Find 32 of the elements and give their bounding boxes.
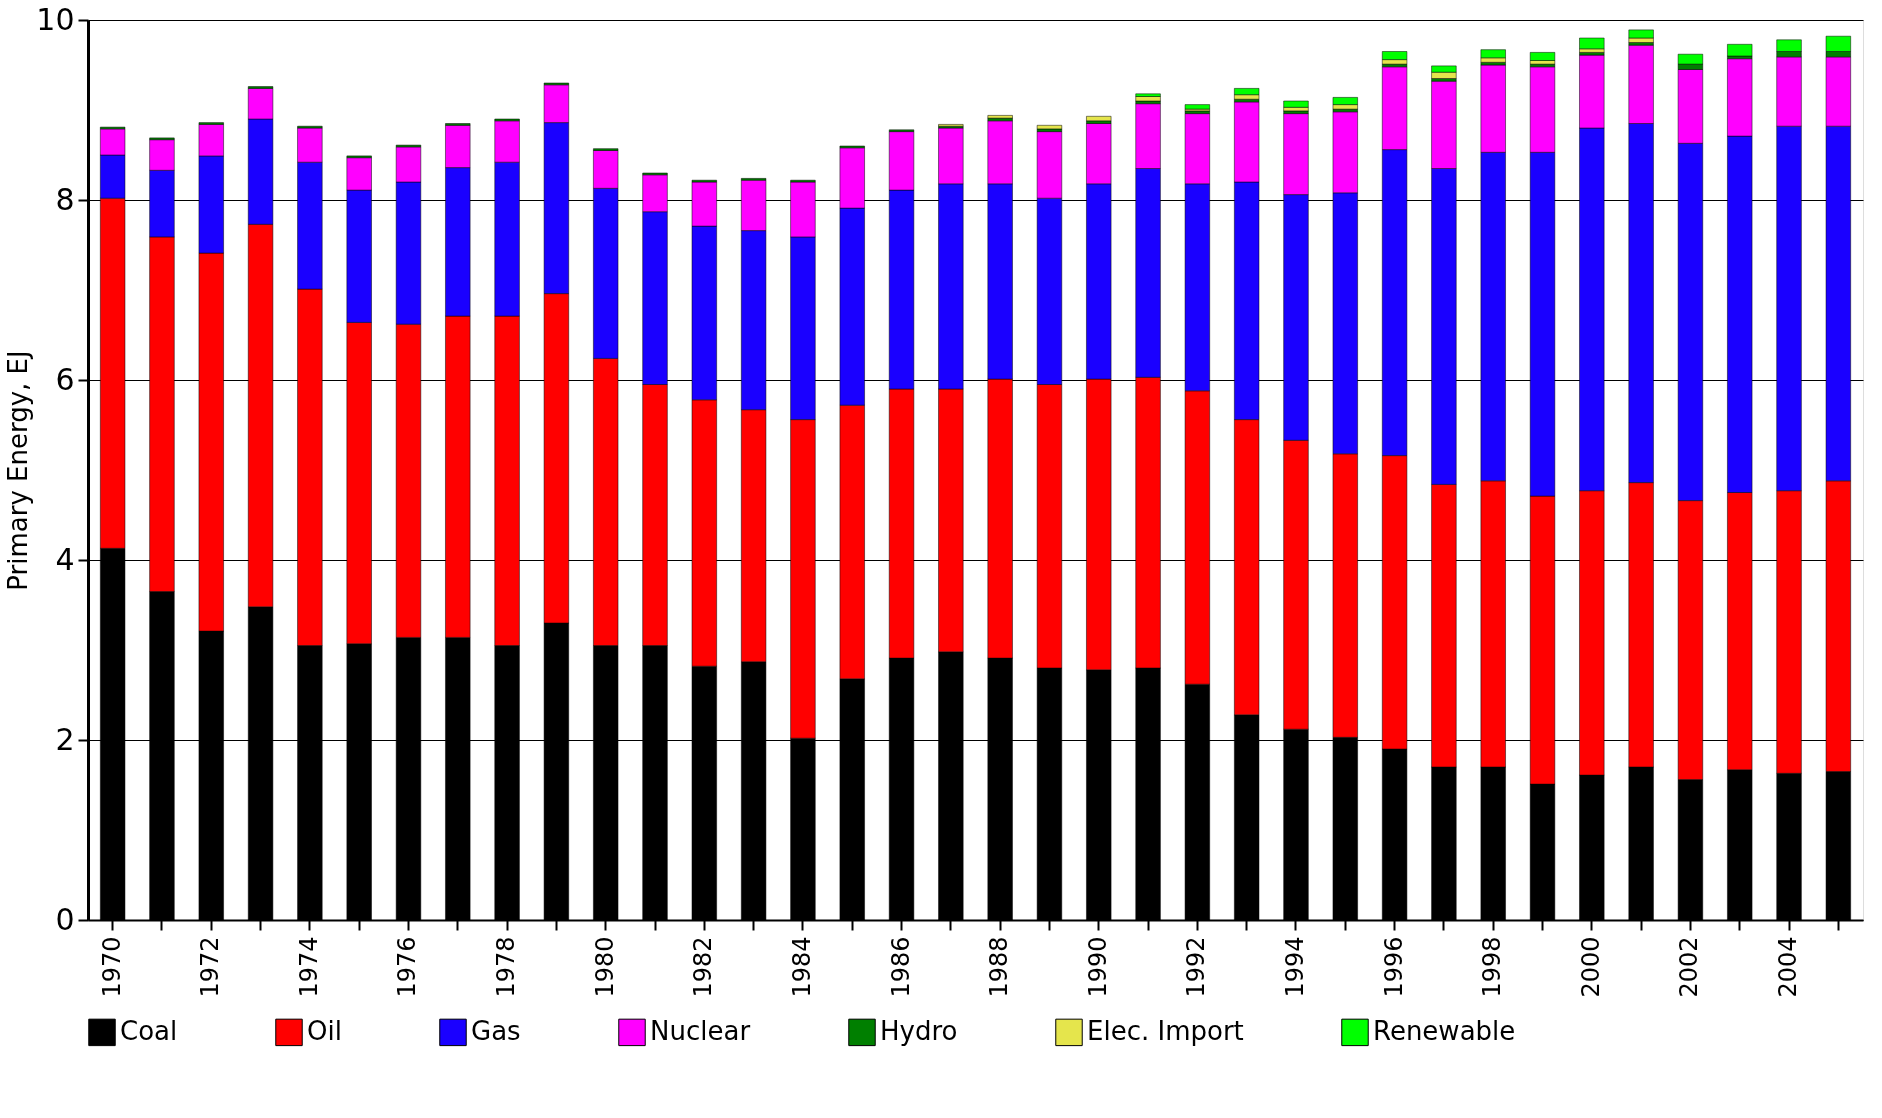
x-tick-label: 1980 — [590, 936, 619, 998]
x-tick-label: 1988 — [985, 936, 1014, 998]
x-tick-label: 1976 — [393, 936, 422, 998]
y-tick-label: 8 — [55, 181, 75, 217]
x-tick-label: 2002 — [1675, 936, 1704, 998]
x-tick-label: 1986 — [886, 936, 915, 998]
y-tick-label: 10 — [36, 1, 75, 37]
y-tick-label: 2 — [55, 721, 75, 757]
legend-label: Coal — [120, 1016, 178, 1047]
x-tick-label: 1982 — [689, 936, 718, 998]
y-axis-title: Primary Energy, EJ — [3, 350, 34, 591]
x-tick-label: 1994 — [1280, 936, 1309, 998]
x-tick-label: 2000 — [1576, 936, 1605, 998]
x-tick-label: 1990 — [1083, 936, 1112, 998]
x-tick-label: 1970 — [97, 936, 126, 998]
x-tick-label: 1984 — [787, 936, 816, 998]
legend-label: Gas — [471, 1016, 521, 1047]
y-tick-label: 6 — [55, 361, 75, 397]
x-tick-label: 1992 — [1182, 936, 1211, 998]
legend-label: Hydro — [880, 1016, 958, 1047]
x-tick-label: 1972 — [196, 936, 225, 998]
legend-label: Elec. Import — [1087, 1016, 1244, 1047]
legend-label: Nuclear — [650, 1016, 751, 1047]
y-tick-label: 0 — [55, 901, 75, 937]
x-tick-label: 2004 — [1774, 936, 1803, 998]
legend-label: Oil — [307, 1016, 342, 1047]
legend-label: Renewable — [1373, 1016, 1516, 1047]
x-tick-label: 1974 — [294, 936, 323, 998]
y-tick-label: 4 — [55, 541, 75, 577]
x-tick-label: 1996 — [1379, 936, 1408, 998]
x-tick-label: 1978 — [492, 936, 521, 998]
x-tick-label: 1998 — [1478, 936, 1507, 998]
